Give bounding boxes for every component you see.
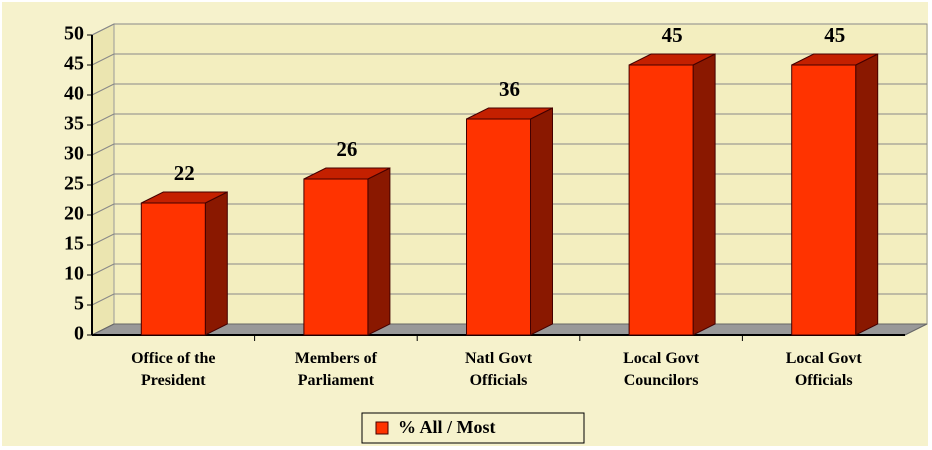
y-tick-label: 40 bbox=[64, 83, 84, 105]
y-tick-label: 30 bbox=[64, 143, 84, 165]
grid-line bbox=[91, 233, 115, 246]
legend: % All / Most bbox=[361, 412, 585, 444]
data-label: 45 bbox=[824, 23, 845, 47]
x-tick-label: Officials bbox=[470, 372, 528, 389]
bar bbox=[628, 64, 694, 336]
data-label: 45 bbox=[662, 23, 683, 47]
grid-line bbox=[91, 263, 115, 276]
bar-side bbox=[530, 107, 553, 336]
legend-label: % All / Most bbox=[398, 417, 496, 437]
legend-box bbox=[361, 412, 585, 444]
y-tick-label: 5 bbox=[74, 293, 84, 315]
grid-line bbox=[91, 23, 115, 36]
legend-swatch bbox=[375, 421, 389, 435]
y-tick-label: 50 bbox=[64, 23, 84, 45]
bar bbox=[140, 202, 206, 336]
x-tick-label: Officials bbox=[795, 372, 853, 389]
x-tick-label: Office of the bbox=[131, 350, 215, 367]
grid-line bbox=[91, 203, 115, 216]
x-tick-label: Parliament bbox=[298, 372, 375, 389]
bar-side bbox=[855, 53, 879, 336]
x-tick-label: Local Govt bbox=[786, 350, 863, 367]
bar-side bbox=[367, 167, 391, 336]
grid-line bbox=[91, 173, 115, 186]
grid-line bbox=[91, 83, 115, 96]
bar bbox=[466, 118, 531, 336]
y-tick-label: 25 bbox=[64, 173, 84, 195]
x-tick-label: Councilors bbox=[624, 372, 699, 389]
data-label: 36 bbox=[499, 77, 520, 101]
bar-side bbox=[692, 53, 716, 336]
y-tick-label: 15 bbox=[64, 233, 84, 255]
grid-line bbox=[91, 143, 115, 156]
x-tick-label: Members of bbox=[295, 350, 378, 367]
y-tick-label: 10 bbox=[64, 263, 84, 285]
grid-line bbox=[91, 53, 115, 66]
y-tick-label: 0 bbox=[74, 323, 84, 345]
bar-side bbox=[204, 191, 228, 336]
x-tick-label: President bbox=[141, 372, 206, 389]
data-label: 22 bbox=[174, 161, 195, 185]
x-tick-label: Natl Govt bbox=[465, 350, 533, 367]
y-tick-label: 20 bbox=[64, 203, 84, 225]
y-tick-label: 45 bbox=[64, 53, 84, 75]
grid-line bbox=[91, 113, 115, 126]
bar bbox=[791, 64, 857, 336]
x-tick-label: Local Govt bbox=[623, 350, 700, 367]
y-tick-label: 35 bbox=[64, 113, 84, 135]
bar bbox=[303, 178, 369, 336]
grid-line bbox=[91, 293, 115, 306]
data-label: 26 bbox=[336, 137, 357, 161]
